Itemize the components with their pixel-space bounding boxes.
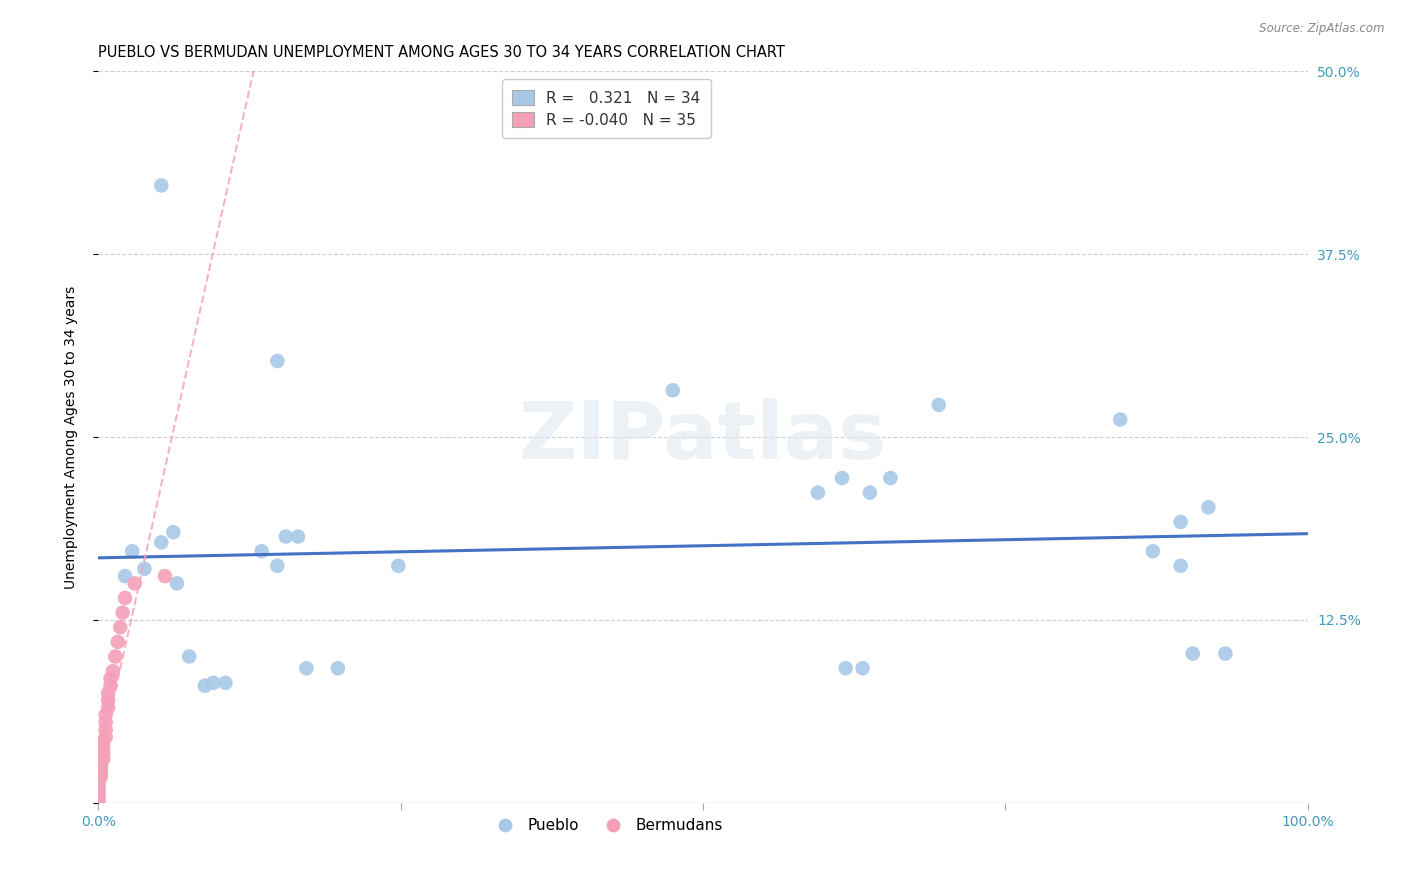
Point (162, 525, 184, 540)
Point (91, 740, 114, 755)
Point (326, 661, 349, 675)
Point (852, 661, 875, 675)
Point (91, 734, 114, 748)
Point (202, 676, 225, 690)
Point (87, 772, 110, 787)
Point (1170, 515, 1192, 529)
Point (90, 766, 112, 780)
Point (179, 649, 201, 664)
Point (101, 664, 124, 678)
Point (1181, 647, 1204, 661)
Point (295, 661, 318, 675)
Point (107, 635, 129, 649)
Point (150, 178, 173, 193)
Point (834, 661, 856, 675)
Point (94, 730, 117, 744)
Point (91, 752, 114, 766)
Point (150, 535, 173, 549)
Point (166, 576, 188, 591)
Point (250, 544, 273, 558)
Point (879, 471, 901, 485)
Point (97, 700, 120, 714)
Point (87, 787, 110, 801)
Point (114, 569, 136, 583)
Text: PUEBLO VS BERMUDAN UNEMPLOYMENT AMONG AGES 30 TO 34 YEARS CORRELATION CHART: PUEBLO VS BERMUDAN UNEMPLOYMENT AMONG AG… (98, 45, 786, 61)
Point (153, 569, 176, 583)
Point (807, 485, 830, 500)
Point (100, 672, 122, 686)
Y-axis label: Unemployment Among Ages 30 to 34 years: Unemployment Among Ages 30 to 34 years (63, 285, 77, 589)
Legend: Pueblo, Bermudans: Pueblo, Bermudans (484, 812, 730, 839)
Point (274, 530, 297, 544)
Point (91, 746, 114, 760)
Point (87, 781, 110, 796)
Point (104, 649, 127, 664)
Point (387, 558, 409, 573)
Point (97, 686, 120, 700)
Point (87, 789, 110, 804)
Point (108, 620, 131, 634)
Point (90, 769, 112, 783)
Point (87, 778, 110, 792)
Point (90, 755, 112, 769)
Point (287, 530, 309, 544)
Point (1197, 500, 1219, 515)
Text: ZIPatlas: ZIPatlas (519, 398, 887, 476)
Point (87, 796, 110, 810)
Point (266, 354, 288, 368)
Text: Source: ZipAtlas.com: Source: ZipAtlas.com (1260, 22, 1385, 36)
Point (661, 384, 683, 398)
Point (100, 679, 122, 693)
Point (266, 558, 288, 573)
Point (97, 693, 120, 707)
Point (114, 591, 136, 605)
Point (1215, 647, 1237, 661)
Point (831, 471, 853, 485)
Point (87, 775, 110, 789)
Point (121, 544, 143, 558)
Point (134, 562, 156, 576)
Point (1170, 558, 1192, 573)
Point (859, 485, 882, 500)
Point (87, 793, 110, 807)
Point (90, 764, 112, 778)
Point (194, 679, 217, 693)
Point (87, 784, 110, 798)
Point (1142, 544, 1164, 558)
Point (94, 708, 117, 723)
Point (94, 723, 117, 737)
Point (214, 676, 236, 690)
Point (90, 759, 112, 773)
Point (94, 715, 117, 730)
Point (111, 606, 134, 620)
Point (124, 576, 146, 591)
Point (1109, 412, 1132, 426)
Point (928, 398, 950, 412)
